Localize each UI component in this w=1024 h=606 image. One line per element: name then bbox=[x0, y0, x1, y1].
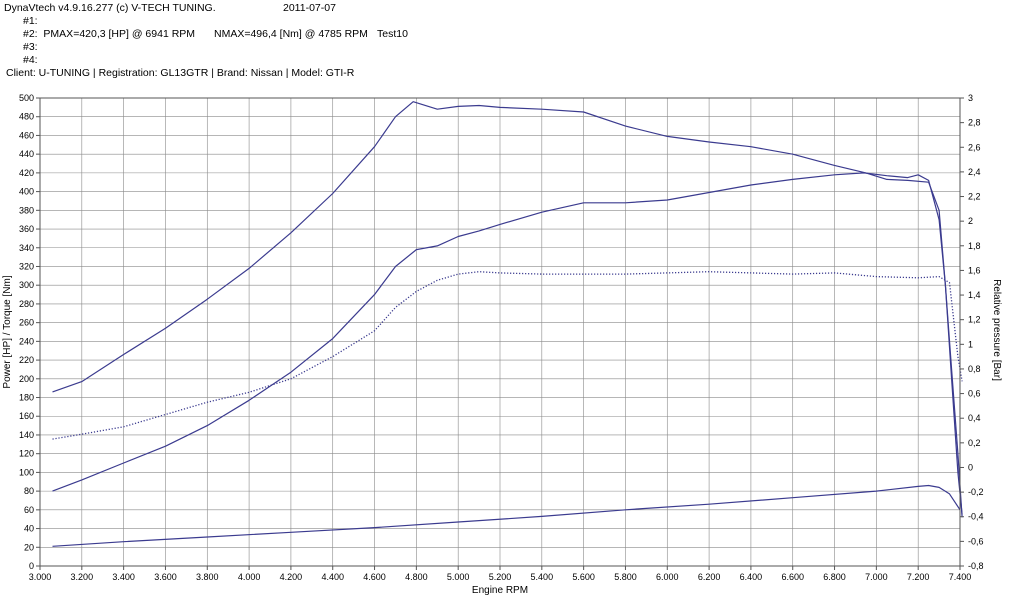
y-tick-label: 160 bbox=[19, 411, 34, 421]
y2-tick-label: 2 bbox=[968, 216, 973, 226]
y2-tick-label: 2,8 bbox=[968, 118, 981, 128]
x-axis-label: Engine RPM bbox=[472, 585, 528, 596]
x-tick-label: 3.800 bbox=[196, 572, 219, 582]
x-tick-label: 4.600 bbox=[363, 572, 386, 582]
y-tick-label: 380 bbox=[19, 205, 34, 215]
x-tick-label: 5.000 bbox=[447, 572, 470, 582]
y2-tick-label: 1,8 bbox=[968, 241, 981, 251]
x-tick-label: 4.000 bbox=[238, 572, 261, 582]
run-date: 2011-07-07 bbox=[283, 2, 336, 14]
x-tick-label: 6.600 bbox=[781, 572, 804, 582]
x-tick-label: 4.800 bbox=[405, 572, 428, 582]
run-2-torque-summary: NMAX=496,4 [Nm] @ 4785 RPM bbox=[214, 28, 368, 40]
y2-tick-label: 2,4 bbox=[968, 167, 981, 177]
y-tick-label: 20 bbox=[24, 542, 34, 552]
x-tick-label: 7.200 bbox=[907, 572, 930, 582]
y-tick-label: 120 bbox=[19, 449, 34, 459]
y-tick-label: 80 bbox=[24, 486, 34, 496]
x-tick-label: 6.200 bbox=[698, 572, 721, 582]
y2-tick-label: 1,2 bbox=[968, 315, 981, 325]
y-tick-label: 480 bbox=[19, 112, 34, 122]
y-tick-label: 340 bbox=[19, 243, 34, 253]
x-tick-label: 5.400 bbox=[531, 572, 554, 582]
run-3-label: #3: bbox=[23, 41, 38, 53]
y2-axis-label: Relative pressure [Bar] bbox=[991, 279, 1002, 381]
y-tick-label: 240 bbox=[19, 336, 34, 346]
y-tick-label: 300 bbox=[19, 280, 34, 290]
y2-tick-label: -0,2 bbox=[968, 487, 984, 497]
y2-tick-label: -0,6 bbox=[968, 536, 984, 546]
y-axis-label: Power [HP] / Torque [Nm] bbox=[2, 275, 13, 388]
y-tick-label: 420 bbox=[19, 168, 34, 178]
y2-tick-label: 0 bbox=[968, 462, 973, 472]
y-tick-label: 40 bbox=[24, 524, 34, 534]
y2-tick-label: 3 bbox=[968, 93, 973, 103]
y-tick-label: 360 bbox=[19, 224, 34, 234]
x-tick-label: 6.000 bbox=[656, 572, 679, 582]
x-tick-label: 7.000 bbox=[865, 572, 888, 582]
run-2-name: Test10 bbox=[377, 28, 408, 40]
y-axis-ticks: 0 20 40 60 80 100 120 140 160 180 200 220 240 260 280 3… bbox=[19, 93, 40, 571]
x-tick-label: 6.800 bbox=[823, 572, 846, 582]
y-tick-label: 500 bbox=[19, 93, 34, 103]
x-tick-label: 3.200 bbox=[71, 572, 94, 582]
y2-tick-label: 2,6 bbox=[968, 142, 981, 152]
client-info: Client: U-TUNING | Registration: GL13GTR… bbox=[6, 67, 355, 79]
series-line-4 bbox=[52, 484, 961, 547]
y-tick-label: 60 bbox=[24, 505, 34, 515]
x-tick-label: 3.000 bbox=[29, 572, 52, 582]
x-tick-label: 7.400 bbox=[949, 572, 972, 582]
x-tick-label: 3.400 bbox=[112, 572, 135, 582]
y-tick-label: 460 bbox=[19, 130, 34, 140]
run-1-label: #1: bbox=[23, 15, 38, 27]
run-4-label: #4: bbox=[23, 54, 38, 66]
y2-tick-label: 2,2 bbox=[968, 192, 981, 202]
y-tick-label: 140 bbox=[19, 430, 34, 440]
y-tick-label: 320 bbox=[19, 261, 34, 271]
x-tick-label: 4.200 bbox=[280, 572, 303, 582]
software-title: DynaVtech v4.9.16.277 (c) V-TECH TUNING. bbox=[4, 2, 216, 14]
y2-tick-label: -0,8 bbox=[968, 561, 984, 571]
y-tick-label: 180 bbox=[19, 393, 34, 403]
y2-tick-label: 1,6 bbox=[968, 265, 981, 275]
x-tick-label: 5.200 bbox=[489, 572, 512, 582]
y-tick-label: 440 bbox=[19, 149, 34, 159]
x-axis-ticks: 3.000 3.200 3.400 3.600 3.800 4.000 4.200 4.400… bbox=[29, 566, 972, 582]
y2-tick-label: -0,4 bbox=[968, 512, 984, 522]
y-tick-label: 0 bbox=[29, 561, 34, 571]
y-tick-label: 400 bbox=[19, 187, 34, 197]
y2-tick-label: 0,2 bbox=[968, 438, 981, 448]
y2-tick-label: 0,8 bbox=[968, 364, 981, 374]
y2-tick-label: 1 bbox=[968, 339, 973, 349]
x-tick-label: 5.800 bbox=[614, 572, 637, 582]
series-line-3 bbox=[52, 271, 963, 440]
y2-tick-label: 0,4 bbox=[968, 413, 981, 423]
y2-axis-ticks: -0,8 -0,6 -0,4 -0,2 0 0,2 0,4 0,6 0,8 1 1,2 1,4 1,6 1… bbox=[960, 93, 984, 571]
y-tick-label: 260 bbox=[19, 318, 34, 328]
y2-tick-label: 1,4 bbox=[968, 290, 981, 300]
x-tick-label: 6.400 bbox=[740, 572, 763, 582]
y-tick-label: 220 bbox=[19, 355, 34, 365]
series-line-2 bbox=[52, 172, 963, 518]
y-tick-label: 200 bbox=[19, 374, 34, 384]
series-line-1 bbox=[52, 101, 963, 515]
y-tick-label: 100 bbox=[19, 467, 34, 477]
x-tick-label: 5.600 bbox=[572, 572, 595, 582]
y-tick-label: 280 bbox=[19, 299, 34, 309]
y2-tick-label: 0,6 bbox=[968, 389, 981, 399]
run-2-power-summary: #2: PMAX=420,3 [HP] @ 6941 RPM bbox=[23, 28, 196, 40]
series-layer bbox=[52, 101, 963, 547]
x-tick-label: 3.600 bbox=[154, 572, 177, 582]
x-tick-label: 4.400 bbox=[321, 572, 344, 582]
